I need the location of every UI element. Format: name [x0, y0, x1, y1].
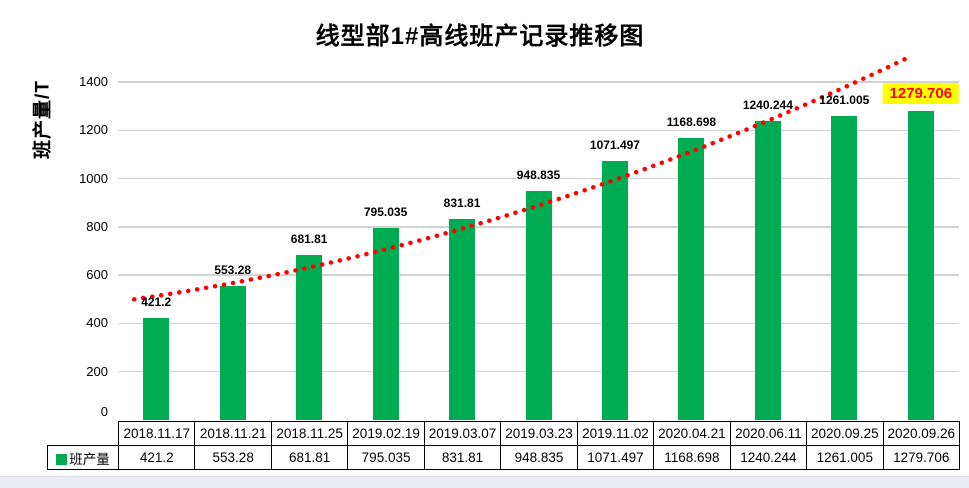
- bar-2019.03.07[interactable]: [449, 219, 476, 420]
- bar-2020.04.21[interactable]: [678, 137, 705, 420]
- gridline: [118, 177, 959, 180]
- table-date-cell: 2018.11.17: [117, 421, 196, 446]
- bar-label: 553.28: [214, 263, 252, 278]
- table-value-cell: 681.81: [270, 445, 349, 470]
- footer-strip: [0, 476, 969, 488]
- legend-label: 班产量: [69, 451, 110, 467]
- table-date-cell: 2019.11.02: [576, 421, 655, 446]
- table-date-cell: 2020.09.26: [882, 421, 960, 446]
- bar-label-highlighted: 1279.706: [882, 83, 960, 105]
- y-tick-label: 600: [86, 267, 108, 283]
- bar-label: 1261.005: [819, 92, 870, 107]
- bar-label: 1168.698: [666, 114, 717, 129]
- bar-label: 948.835: [516, 168, 561, 182]
- bar-label: 1240.244: [742, 97, 793, 112]
- trendline[interactable]: [131, 54, 913, 302]
- table-date-cell: 2020.09.25: [806, 421, 884, 446]
- bar-label: 795.035: [363, 205, 408, 220]
- data-table: 2018.11.17 2018.11.21 2018.11.25 2019.02.19…: [47, 421, 960, 470]
- y-tick-label: 400: [86, 315, 108, 331]
- bar-2018.11.25[interactable]: [296, 255, 323, 420]
- bar-2019.02.19[interactable]: [372, 228, 399, 420]
- bar-2020.09.25[interactable]: [831, 115, 858, 420]
- bar-label: 681.81: [290, 232, 328, 247]
- table-date-cell: 2019.03.23: [500, 421, 578, 446]
- bar-label: 1071.497: [589, 138, 640, 153]
- y-tick-label: 1000: [79, 170, 108, 186]
- table-date-cell: 2018.11.21: [194, 421, 272, 446]
- bar-2020.06.11[interactable]: [754, 120, 781, 420]
- y-tick-label: 1400: [79, 74, 108, 90]
- legend-swatch-icon: [56, 453, 68, 465]
- table-date-cell: 2018.11.25: [270, 421, 349, 446]
- table-value-cell: 948.835: [500, 445, 578, 470]
- table-date-cell: 2020.06.11: [729, 421, 808, 446]
- table-date-cell: 2020.04.21: [653, 421, 731, 446]
- y-tick-label: 200: [86, 363, 108, 379]
- table-value-cell: 1168.698: [653, 445, 731, 470]
- bar-label: 421.2: [141, 295, 172, 310]
- table-date-cell: 2019.02.19: [347, 421, 425, 446]
- table-value-cell: 553.28: [194, 445, 272, 470]
- table-value-cell: 1240.244: [729, 445, 808, 470]
- table-value-cell: 831.81: [423, 445, 502, 470]
- table-value-cell: 795.035: [347, 445, 425, 470]
- bar-2020.09.26[interactable]: [907, 111, 934, 420]
- gridline: [118, 129, 959, 132]
- table-value-cell: 421.2: [117, 445, 196, 470]
- trendline-layer: [131, 54, 913, 302]
- y-tick-label: 800: [86, 218, 108, 234]
- bar-2018.11.21[interactable]: [219, 286, 246, 420]
- bar-2018.11.17[interactable]: [143, 318, 170, 420]
- bar-2019.11.02[interactable]: [601, 161, 628, 420]
- table-value-cell: 1071.497: [576, 445, 655, 470]
- gridline: [118, 81, 959, 83]
- bar-2019.03.23[interactable]: [525, 191, 552, 420]
- legend-cell[interactable]: 班产量: [47, 445, 119, 470]
- chart-title: 线型部1#高线班产记录推移图: [315, 23, 645, 50]
- plot-area[interactable]: 421.2 553.28 681.81 795.035 831.81 948.835 107…: [118, 54, 960, 420]
- table-corner-spacer: [48, 422, 119, 446]
- table-date-cell: 2019.03.07: [423, 421, 502, 446]
- y-tick-label: 0: [100, 404, 108, 419]
- table-value-cell: 1279.706: [882, 445, 960, 470]
- y-tick-label: 1200: [79, 122, 108, 138]
- table-value-cell: 1261.005: [806, 445, 884, 470]
- bar-label: 831.81: [443, 196, 481, 211]
